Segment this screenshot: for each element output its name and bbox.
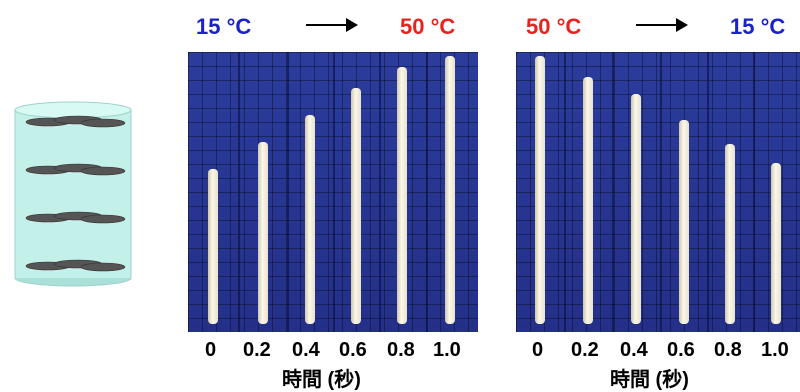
right-tick: 0 [532,339,544,361]
fiber [725,144,735,324]
left-fiber-photo-series [188,52,478,332]
left-start-temp: 15 °C [196,14,252,39]
left-tick: 0 [205,339,217,361]
left-axis-label: 時間 (秒) [282,369,361,391]
fiber [445,56,455,324]
right-tick: 0.2 [571,339,599,361]
frame-separator [612,52,614,332]
frame-separator [379,52,381,332]
right-end-temp: 15 °C [730,14,786,39]
frame-separator [333,52,335,332]
fiber [583,77,593,324]
fiber [397,67,407,324]
frame-separator [707,52,709,332]
fiber [208,169,218,324]
left-tick: 0.2 [243,339,271,361]
stacked-disk-layer [25,115,126,272]
left-arrow-icon [306,18,358,32]
frame-separator [660,52,662,332]
frame-separator [238,52,240,332]
fiber [679,120,689,324]
left-tick: 0.8 [387,339,415,361]
fiber [351,88,361,324]
fiber [631,94,641,324]
right-arrow-icon [636,18,688,32]
left-end-temp: 50 °C [400,14,456,39]
left-tick: 1.0 [433,339,461,361]
right-tick: 0.6 [667,339,695,361]
fiber [771,163,781,324]
left-tick: 0.4 [292,339,320,361]
right-tick: 0.8 [714,339,742,361]
fiber [258,142,268,324]
right-axis-label: 時間 (秒) [610,369,689,391]
frame-separator [564,52,566,332]
left-tick: 0.6 [339,339,367,361]
right-tick: 1.0 [761,339,789,361]
fiber [305,115,315,324]
fiber [535,56,545,324]
frame-separator [753,52,755,332]
frame-separator [286,52,289,332]
right-tick: 0.4 [620,339,648,361]
frame-separator [426,52,428,332]
right-fiber-photo-series [516,52,800,332]
molecular-cylinder-diagram [14,101,132,287]
right-start-temp: 50 °C [526,14,582,39]
